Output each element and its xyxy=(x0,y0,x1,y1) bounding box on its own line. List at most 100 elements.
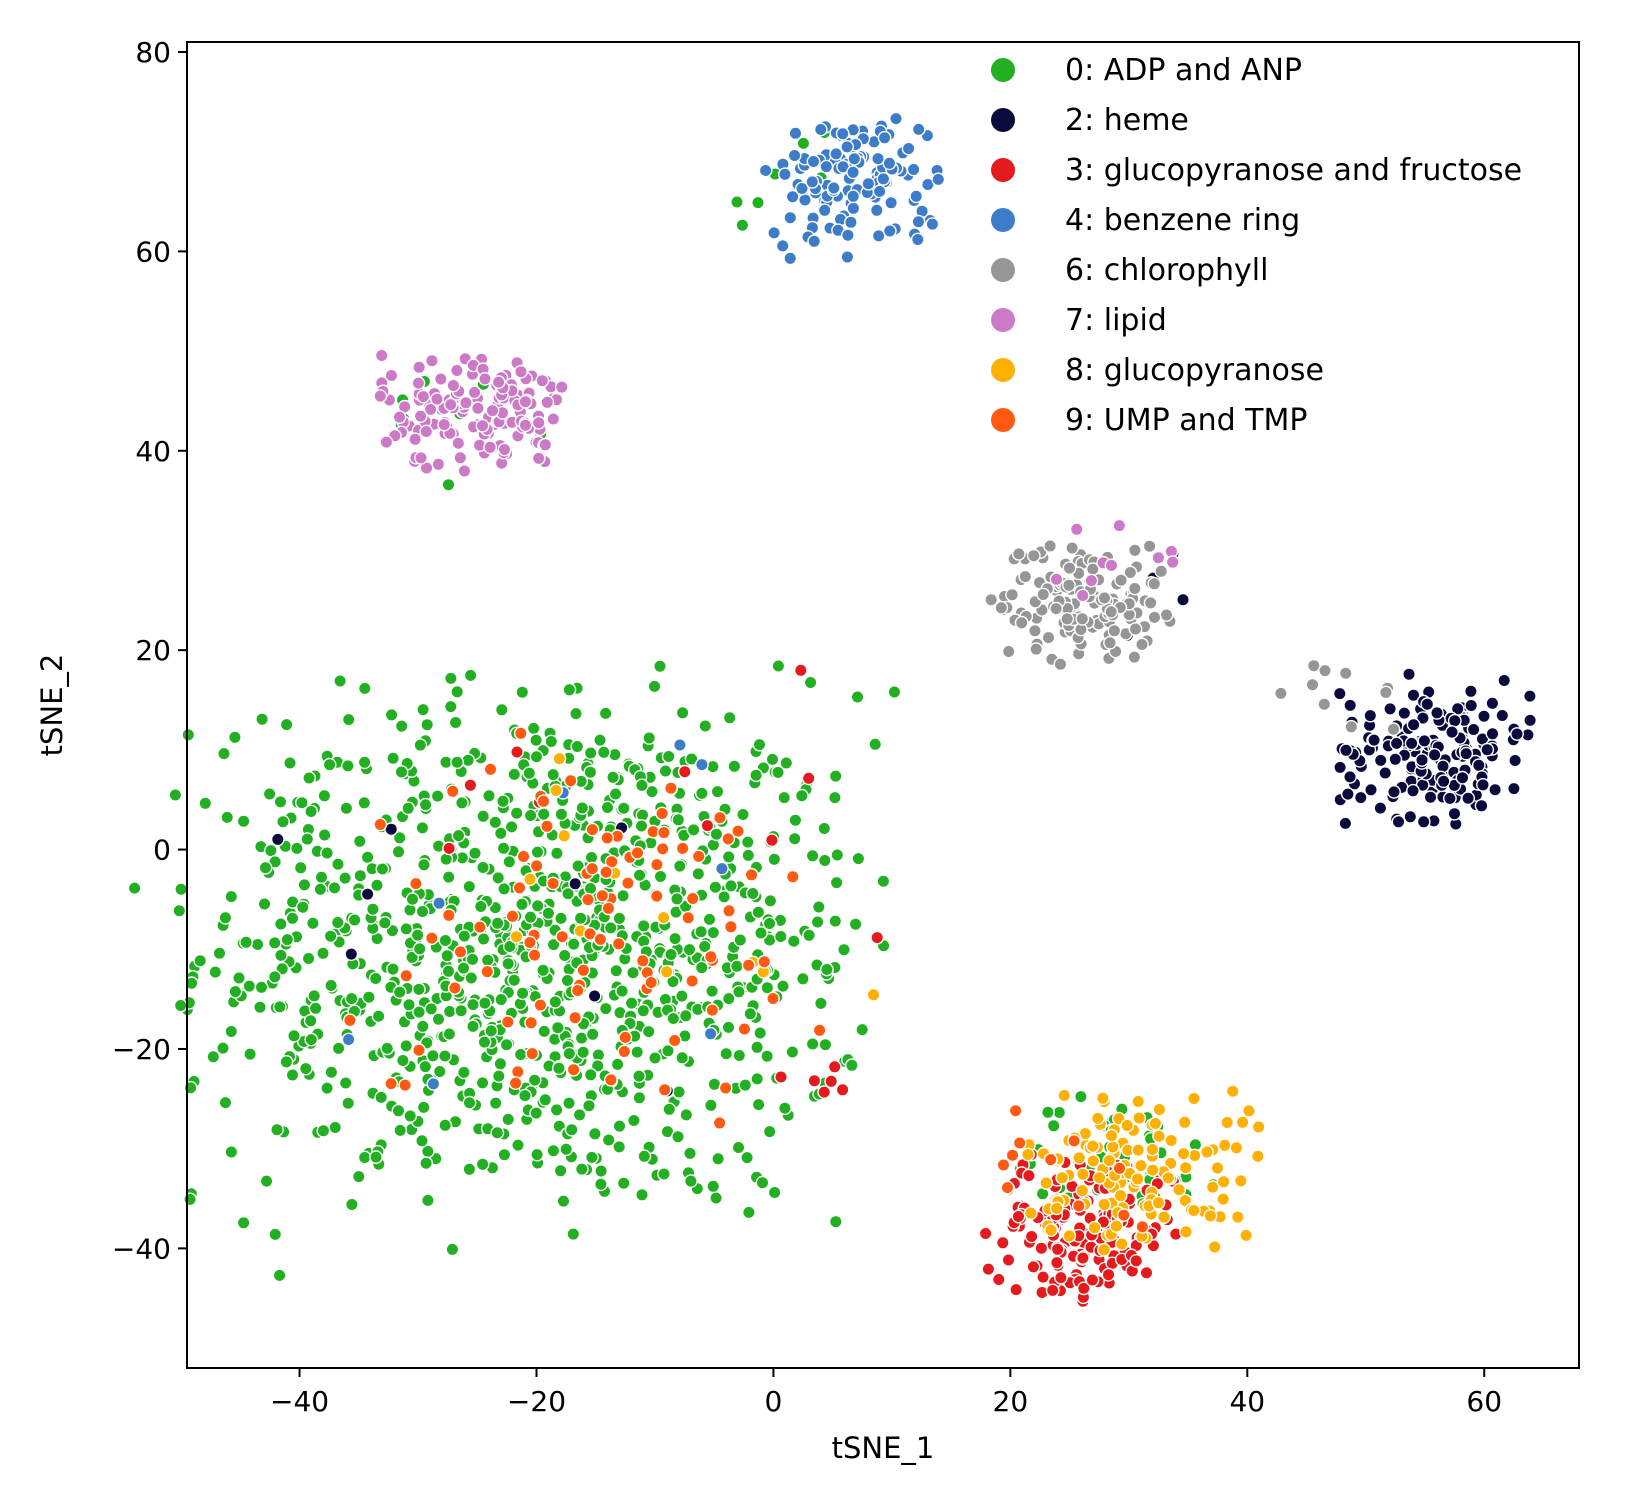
data-point xyxy=(420,1193,435,1208)
data-point xyxy=(562,1046,577,1061)
data-point xyxy=(610,1057,625,1072)
data-point xyxy=(1179,1224,1193,1239)
data-point xyxy=(1092,1170,1107,1185)
data-point xyxy=(341,1096,356,1111)
data-point xyxy=(778,167,792,182)
data-point xyxy=(401,801,416,816)
data-point xyxy=(811,900,826,914)
data-point xyxy=(817,203,832,218)
data-point xyxy=(868,737,883,752)
data-point xyxy=(386,751,400,766)
data-point xyxy=(626,965,640,980)
data-point xyxy=(566,1062,581,1077)
data-point xyxy=(511,1138,525,1153)
data-point xyxy=(280,932,295,947)
data-point xyxy=(1161,1171,1176,1185)
data-point xyxy=(1225,1084,1240,1099)
data-point xyxy=(876,874,891,889)
data-point xyxy=(758,163,773,178)
data-point xyxy=(361,990,376,1005)
data-point xyxy=(416,1100,431,1115)
data-point xyxy=(1474,798,1489,813)
data-point xyxy=(391,844,406,859)
data-point xyxy=(1049,1201,1064,1216)
data-point xyxy=(342,1013,357,1028)
data-point xyxy=(1024,1229,1039,1244)
data-point xyxy=(678,1008,693,1023)
data-point xyxy=(331,1041,346,1056)
data-point xyxy=(1114,573,1129,588)
data-point xyxy=(1076,1281,1091,1296)
data-point xyxy=(450,684,465,699)
data-point xyxy=(846,201,861,216)
data-point xyxy=(1075,611,1090,626)
data-point xyxy=(668,931,682,946)
data-point xyxy=(644,975,659,990)
data-point xyxy=(828,790,842,805)
data-point xyxy=(635,1187,649,1202)
data-point xyxy=(694,960,709,975)
data-point xyxy=(576,1045,591,1060)
data-point xyxy=(496,841,511,856)
data-point xyxy=(751,905,766,920)
data-point xyxy=(1476,778,1490,792)
data-point xyxy=(806,154,821,169)
data-point xyxy=(754,926,768,940)
data-point xyxy=(588,1126,602,1141)
data-point xyxy=(1128,622,1143,636)
data-point xyxy=(415,1133,429,1148)
data-point xyxy=(488,815,503,830)
data-point xyxy=(817,821,832,836)
data-point xyxy=(448,715,463,730)
data-point xyxy=(531,451,546,466)
data-point xyxy=(685,891,700,906)
data-point xyxy=(695,757,709,772)
data-point xyxy=(412,360,426,375)
data-point xyxy=(675,1050,690,1065)
data-point xyxy=(1485,696,1500,711)
data-point xyxy=(702,912,717,927)
data-point xyxy=(741,958,756,973)
data-point xyxy=(535,373,550,388)
legend-marker xyxy=(991,308,1015,332)
data-point xyxy=(1036,587,1051,602)
data-point xyxy=(767,225,781,240)
data-point xyxy=(1485,726,1500,741)
data-point xyxy=(1023,1206,1038,1221)
data-point xyxy=(353,868,368,883)
data-point xyxy=(1305,677,1320,692)
data-point xyxy=(829,146,843,161)
data-point xyxy=(374,1090,389,1105)
data-point xyxy=(445,1242,460,1257)
data-point xyxy=(763,894,778,908)
data-point xyxy=(1104,558,1119,573)
data-point xyxy=(502,854,517,869)
data-point xyxy=(456,1065,471,1080)
data-point xyxy=(1507,781,1521,796)
data-point xyxy=(360,887,375,901)
data-point xyxy=(568,1010,582,1025)
data-point xyxy=(869,203,884,218)
data-point xyxy=(1039,1176,1054,1190)
data-point xyxy=(1145,1142,1160,1157)
data-point xyxy=(1112,1161,1127,1176)
data-point xyxy=(847,151,862,166)
data-point xyxy=(564,1122,579,1137)
data-point xyxy=(1147,610,1162,625)
data-point xyxy=(394,719,409,733)
data-point xyxy=(698,719,713,733)
data-point xyxy=(374,348,389,363)
data-point xyxy=(1445,725,1459,739)
data-point xyxy=(430,392,444,406)
data-point xyxy=(1207,1240,1222,1254)
data-point xyxy=(417,857,431,872)
data-point xyxy=(394,765,409,779)
data-point xyxy=(1055,1170,1070,1185)
x-tick-label: 40 xyxy=(1229,1385,1265,1418)
data-point xyxy=(267,936,282,950)
data-point xyxy=(884,195,898,210)
data-point xyxy=(583,765,598,780)
data-point xyxy=(527,948,542,962)
data-point xyxy=(323,929,338,944)
data-point xyxy=(504,820,519,834)
